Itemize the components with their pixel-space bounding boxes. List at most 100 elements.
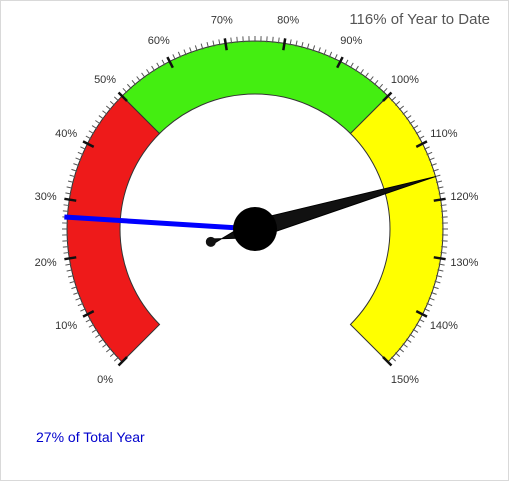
minor-tick xyxy=(65,192,72,195)
minor-tick xyxy=(418,135,425,140)
minor-tick xyxy=(415,323,422,328)
minor-tick xyxy=(69,174,76,178)
minor-tick xyxy=(373,79,379,86)
minor-tick xyxy=(156,62,161,69)
minor-tick xyxy=(390,356,397,362)
needle-tail-cap xyxy=(205,236,216,247)
minor-tick xyxy=(206,41,209,48)
minor-tick xyxy=(141,72,146,79)
minor-tick xyxy=(412,125,419,130)
minor-tick xyxy=(434,280,441,284)
minor-tick xyxy=(95,120,101,125)
minor-tick xyxy=(161,59,166,66)
minor-tick xyxy=(88,323,95,328)
minor-tick xyxy=(62,210,69,212)
tick-label: 0% xyxy=(97,374,113,386)
minor-tick xyxy=(102,343,108,348)
major-tick xyxy=(117,91,128,102)
minor-tick xyxy=(113,96,120,102)
minor-tick xyxy=(102,110,108,115)
minor-tick xyxy=(344,59,349,66)
minor-tick xyxy=(69,280,76,284)
minor-tick xyxy=(423,146,430,150)
minor-tick xyxy=(412,328,419,333)
minor-tick xyxy=(312,45,316,52)
minor-tick xyxy=(440,204,447,207)
minor-tick xyxy=(306,43,310,50)
minor-tick xyxy=(402,110,408,115)
minor-tick xyxy=(437,186,444,189)
minor-tick xyxy=(62,246,69,248)
minor-tick xyxy=(189,47,193,54)
minor-tick xyxy=(415,130,422,135)
needle-hub xyxy=(233,207,277,251)
minor-tick xyxy=(382,87,388,94)
minor-tick xyxy=(394,100,401,106)
minor-tick xyxy=(183,49,187,56)
minor-tick xyxy=(441,246,448,248)
major-tick xyxy=(223,38,228,51)
needle-total-year xyxy=(64,214,256,232)
minor-tick xyxy=(289,39,292,46)
minor-tick xyxy=(230,37,233,44)
major-tick xyxy=(415,310,428,318)
minor-tick xyxy=(80,146,87,150)
minor-tick xyxy=(426,151,433,156)
minor-tick xyxy=(75,297,82,301)
tick-label: 130% xyxy=(450,257,478,269)
major-tick xyxy=(166,56,174,69)
tick-label: 50% xyxy=(94,74,116,86)
minor-tick xyxy=(122,87,128,94)
major-tick xyxy=(64,197,77,202)
minor-tick xyxy=(398,105,405,111)
gauge-needles xyxy=(64,176,437,251)
minor-tick xyxy=(172,54,176,61)
minor-tick xyxy=(438,263,445,266)
minor-tick xyxy=(113,356,120,362)
minor-tick xyxy=(98,115,105,120)
minor-tick xyxy=(430,291,437,295)
minor-tick xyxy=(409,120,415,125)
tick-label: 100% xyxy=(391,74,419,86)
minor-tick xyxy=(218,39,221,46)
tick-label: 150% xyxy=(391,374,419,386)
tick-label: 110% xyxy=(430,128,458,140)
minor-tick xyxy=(200,43,204,50)
minor-tick xyxy=(437,269,444,272)
minor-tick xyxy=(177,51,182,58)
minor-tick xyxy=(354,65,359,72)
tick-label: 70% xyxy=(211,15,233,27)
gauge-ticks xyxy=(62,36,448,367)
minor-tick xyxy=(75,157,82,161)
minor-tick xyxy=(126,83,132,90)
major-tick xyxy=(382,91,393,102)
major-tick xyxy=(415,140,428,148)
minor-tick xyxy=(405,338,412,343)
minor-tick xyxy=(66,186,73,189)
gauge-band-1 xyxy=(66,95,161,363)
minor-tick xyxy=(71,286,78,290)
minor-tick xyxy=(277,37,280,44)
minor-tick xyxy=(212,40,215,47)
minor-tick xyxy=(364,72,369,79)
minor-tick xyxy=(436,275,443,278)
minor-tick xyxy=(85,135,92,140)
minor-tick xyxy=(77,302,84,307)
minor-tick xyxy=(295,40,298,47)
minor-tick xyxy=(349,62,354,69)
minor-tick xyxy=(328,51,333,58)
minor-tick xyxy=(63,251,70,254)
minor-tick xyxy=(369,76,374,82)
gauge-bands xyxy=(66,40,444,363)
minor-tick xyxy=(95,333,101,338)
minor-tick xyxy=(194,45,198,52)
minor-tick xyxy=(77,151,84,156)
minor-tick xyxy=(63,204,70,207)
minor-tick xyxy=(394,352,401,358)
minor-tick xyxy=(423,308,430,312)
minor-tick xyxy=(440,251,447,254)
minor-tick xyxy=(432,168,439,172)
gauge-band-2 xyxy=(121,40,389,135)
minor-tick xyxy=(85,318,92,323)
minor-tick xyxy=(428,297,435,301)
